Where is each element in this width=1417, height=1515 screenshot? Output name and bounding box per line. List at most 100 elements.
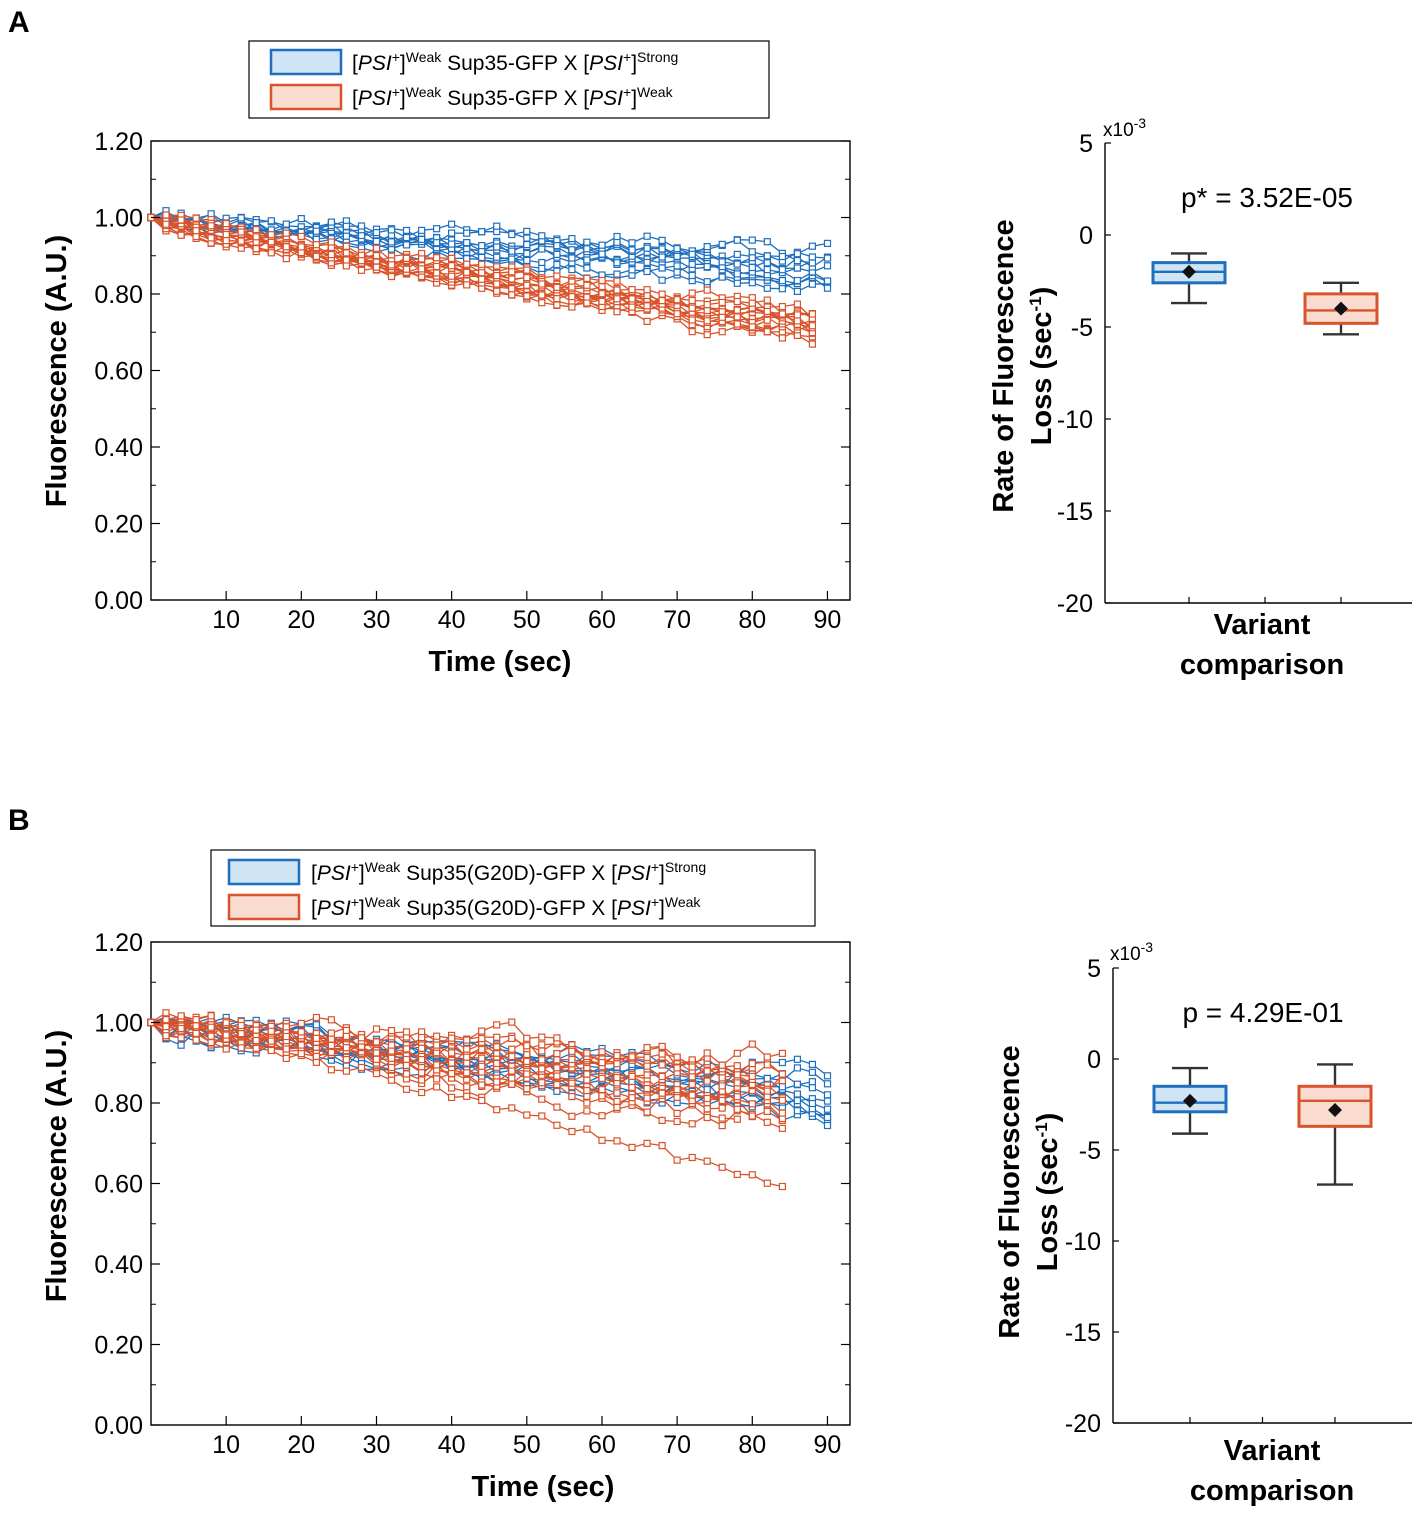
trace-point (598, 282, 606, 291)
y-tick-label: 1.00 (94, 1010, 143, 1038)
x-tick-label: 30 (363, 1431, 391, 1459)
trace-point (703, 286, 711, 294)
trace-point (568, 1047, 576, 1055)
trace-point (613, 1060, 621, 1068)
trace-point (703, 1067, 711, 1075)
trace-point (583, 1125, 591, 1133)
trace-point (478, 275, 486, 283)
trace-point (808, 259, 817, 267)
trace-point (282, 1045, 290, 1053)
trace-point (673, 1085, 681, 1094)
trace-point (643, 1108, 651, 1116)
trace-point (793, 276, 802, 285)
trace-point (808, 1084, 817, 1092)
trace-point (538, 280, 546, 288)
trace-point (703, 1105, 711, 1113)
trace-point (808, 1068, 817, 1076)
trace-point (387, 1076, 396, 1084)
panel-a-legend-label-strong: [PSI+]Weak Sup35-GFP X [PSI+]Strong (352, 49, 678, 75)
trace-point (553, 1072, 561, 1080)
trace-point (823, 1091, 832, 1099)
trace-point (237, 237, 245, 245)
x-tick-label: 80 (738, 1431, 766, 1459)
trace-point (493, 1078, 501, 1086)
trace-point (372, 1038, 381, 1046)
panel-a-box-y-title-line2: Loss (sec-1) (1026, 287, 1058, 446)
trace-point (658, 290, 666, 298)
trace-point (327, 1029, 335, 1037)
trace-point (733, 250, 741, 258)
x-tick-label: 90 (814, 1431, 842, 1459)
panel-b-box-x-title-line2: comparison (1190, 1475, 1354, 1507)
trace-point (643, 1043, 651, 1052)
panel-a-y-ticks: 0.00 0.20 0.40 0.60 0.80 1.00 1.20 (94, 128, 850, 615)
y-tick-label: 0.20 (94, 511, 143, 539)
x-tick-label: 60 (588, 1431, 616, 1459)
trace-point (387, 272, 396, 281)
trace-point (207, 1012, 215, 1020)
trace-point (433, 239, 441, 247)
trace-point (778, 334, 787, 342)
trace-point (658, 1050, 666, 1058)
trace-point (568, 1092, 576, 1101)
trace-point (568, 246, 576, 254)
panel-a-box-y-ticks: 5 0 -5 -10 -15 -20 (1057, 130, 1342, 618)
trace-point (162, 211, 170, 219)
trace-point (508, 1052, 516, 1061)
trace-point (583, 1049, 591, 1057)
trace-point (237, 228, 245, 236)
trace-point (508, 1018, 516, 1026)
trace-point (508, 268, 516, 276)
trace-point (658, 236, 666, 244)
trace-point (583, 238, 591, 246)
trace-point (402, 1061, 411, 1070)
trace-point (192, 1015, 200, 1024)
trace-point (598, 1092, 606, 1100)
panel-b-plot-frame (150, 941, 851, 1426)
trace-point (177, 1034, 185, 1042)
trace-point (222, 1031, 230, 1039)
panel-b-box-y-title-line1: Rate of Fluorescence (994, 1045, 1026, 1338)
trace-point (433, 1075, 441, 1083)
trace-point (448, 1049, 456, 1057)
trace-point (688, 316, 696, 324)
panel-b-box-x-title-line1: Variant (1224, 1435, 1321, 1467)
trace-point (433, 1083, 441, 1091)
trace-point (793, 1064, 802, 1072)
trace-point (327, 1048, 335, 1057)
panel-b-box-y-ticks: 5 0 -5 -10 -15 -20 (1065, 955, 1336, 1438)
trace-point (448, 272, 456, 280)
trace-line (150, 1022, 738, 1125)
trace-point (823, 1080, 832, 1088)
trace-point (222, 237, 230, 245)
trace-point (342, 1044, 350, 1052)
trace-point (703, 263, 711, 271)
trace-point (613, 238, 621, 246)
trace-point (568, 283, 576, 291)
trace-point (763, 328, 771, 336)
panel-a-x-ticks: 10 20 30 40 50 60 70 80 90 (212, 591, 841, 634)
trace-point (808, 322, 817, 330)
x-tick-label: 20 (287, 606, 315, 634)
trace-point (448, 220, 456, 228)
trace-point (252, 226, 260, 234)
trace-point (688, 260, 696, 268)
trace-point (553, 1121, 561, 1129)
trace-point (763, 307, 771, 315)
trace-point (538, 1056, 546, 1064)
trace-point (793, 311, 802, 319)
trace-point (718, 273, 726, 281)
trace-point (538, 1095, 546, 1103)
trace-point (568, 254, 576, 262)
x-tick-label: 50 (513, 1431, 541, 1459)
trace-point (733, 1049, 741, 1057)
trace-point (493, 287, 501, 295)
trace-point (192, 1036, 200, 1044)
trace-point (553, 283, 561, 291)
panel-b-exponent: x10-3 (1110, 939, 1153, 965)
trace-point (312, 241, 320, 249)
trace-point (523, 234, 531, 242)
trace-point (192, 1029, 200, 1038)
trace-point (613, 295, 621, 303)
trace-point (222, 1019, 230, 1027)
